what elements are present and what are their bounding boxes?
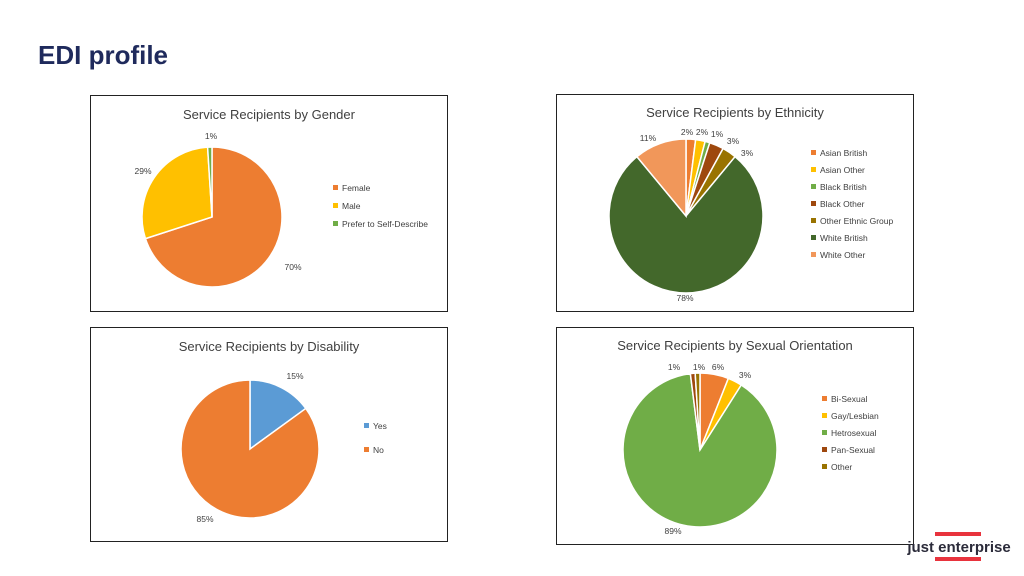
legend-item-prefer-to-self-describe: Prefer to Self-Describe [342,219,428,229]
legend-swatch-bi-sexual [822,396,827,401]
legend-item-black-british: Black British [820,182,867,192]
legend-swatch-black-other [811,201,816,206]
legend-item-asian-british: Asian British [820,148,868,158]
pie-slice-white-british [608,155,764,294]
legend-item-male: Male [342,201,361,211]
data-label-other: 1% [693,362,706,372]
legend-swatch-asian-british [811,150,816,155]
disability-chart-panel: Service Recipients by Disability 15% 85% Ye… [90,327,448,542]
pie-slice-no [180,379,320,519]
legend-item-hetrosexual: Hetrosexual [831,428,876,438]
data-label-female: 70% [284,262,301,272]
data-label-black-british: 1% [711,129,724,139]
gender-pie-chart: Service Recipients by Gender 70% 29% 1% Fema… [134,107,428,288]
data-label-gay-lesbian: 3% [739,370,752,380]
just-enterprise-logo-mark: just enterprise [906,532,1011,561]
legend-item-female: Female [342,183,371,193]
chart-title: Service Recipients by Disability [179,339,360,354]
legend-item-asian-other: Asian Other [820,165,865,175]
pie-slice-male [141,146,213,240]
legend-swatch-prefer-to-self-describe [333,221,338,226]
ethnicity-chart-panel: Service Recipients by Ethnicity 2% 2% 1% 3% 3… [556,94,914,312]
chart-title: Service Recipients by Sexual Orientation [617,338,853,353]
legend-swatch-gay-lesbian [822,413,827,418]
legend-swatch-other-ethnic-group [811,218,816,223]
data-label-asian-british: 2% [681,127,694,137]
data-label-asian-other: 2% [696,127,709,137]
gender-chart-panel: Service Recipients by Gender 70% 29% 1% Fema… [90,95,448,312]
legend-swatch-yes [364,423,369,428]
sexual-orientation-pie-chart: Service Recipients by Sexual Orientation… [617,338,879,536]
legend-swatch-white-british [811,235,816,240]
legend-item-no: No [373,445,384,455]
data-label-hetrosexual: 89% [664,526,681,536]
legend-item-other: Other [831,462,852,472]
legend-swatch-no [364,447,369,452]
legend-item-white-british: White British [820,233,868,243]
pie-slice-other [694,372,701,451]
legend-swatch-male [333,203,338,208]
legend-item-white-other: White Other [820,250,866,260]
legend-swatch-hetrosexual [822,430,827,435]
pie-slice-female [144,146,283,288]
sexual-orientation-chart-panel: Service Recipients by Sexual Orientation… [556,327,914,545]
data-label-male: 29% [134,166,151,176]
legend-swatch-white-other [811,252,816,257]
legend-item-other-ethnic-group: Other Ethnic Group [820,216,894,226]
data-label-white-british: 78% [676,293,693,303]
legend-swatch-other [822,464,827,469]
legend-swatch-pan-sexual [822,447,827,452]
legend-item-gay-lesbian: Gay/Lesbian [831,411,879,421]
legend-item-black-other: Black Other [820,199,865,209]
pie-slice-yes [249,379,307,451]
disability-pie-chart: Service Recipients by Disability 15% 85% Ye… [179,339,387,524]
pie-slice-hetrosexual [622,372,778,528]
data-label-other-ethnic-group: 3% [741,148,754,158]
legend-swatch-female [333,185,338,190]
legend-item-yes: Yes [373,421,387,431]
data-label-black-other: 3% [727,136,740,146]
legend-swatch-asian-other [811,167,816,172]
page-title: EDI profile [38,40,169,70]
data-label-no: 85% [196,514,213,524]
pie-slice-prefer-to-self-describe [206,146,213,218]
data-label-yes: 15% [286,371,303,381]
legend-swatch-black-british [811,184,816,189]
just-enterprise-logo: just enterprise [905,530,1013,570]
pie-slice-white-other [635,138,687,219]
legend-item-pan-sexual: Pan-Sexual [831,445,875,455]
data-label-pan-sexual: 1% [668,362,681,372]
logo-text: just enterprise [906,539,1010,556]
legend-item-bi-sexual: Bi-Sexual [831,394,867,404]
data-label-white-other: 11% [640,133,657,143]
chart-title: Service Recipients by Ethnicity [646,105,824,120]
data-label-bi-sexual: 6% [712,362,725,372]
data-label-prefer-to-self-describe: 1% [205,131,218,141]
chart-title: Service Recipients by Gender [183,107,356,122]
